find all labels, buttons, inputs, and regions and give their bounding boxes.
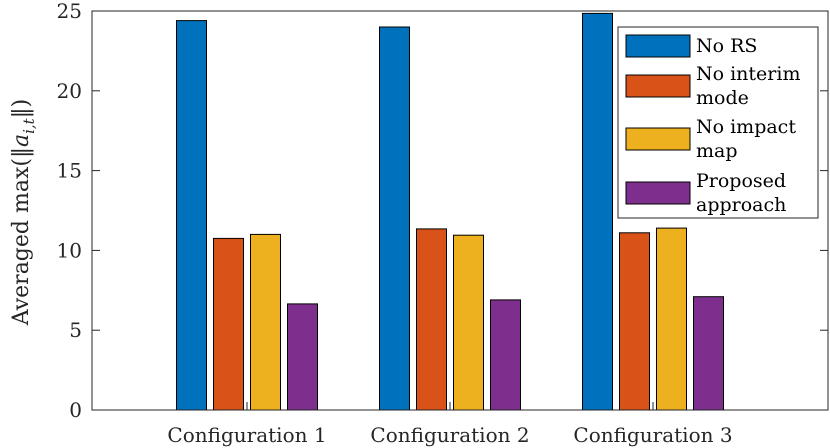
bar-0-2 — [582, 12, 613, 411]
bar-2-2 — [656, 227, 687, 411]
bar-3-2 — [693, 296, 724, 411]
bar-0-1 — [379, 26, 410, 411]
ticks-group: 0 5 10 15 20 25 Configuration 1 Configuration 2… — [57, 0, 828, 447]
x-tick-label-1: Configuration 2 — [370, 423, 529, 447]
bars-group — [176, 12, 724, 411]
legend-label-2-0: No impact — [696, 116, 796, 138]
axes-group — [91, 10, 829, 411]
legend-label-1-1: mode — [696, 87, 749, 109]
y-axis-title: Averaged max(‖ai,t‖) — [9, 99, 38, 327]
y-tick-label-5: 25 — [57, 0, 82, 23]
y-tick-label-4: 20 — [57, 79, 82, 103]
legend-swatch-1 — [625, 74, 691, 98]
y-tick-label-0: 0 — [69, 398, 82, 422]
legend-swatch-2 — [625, 127, 691, 151]
bar-1-2 — [619, 232, 650, 411]
legend-label-0-0: No RS — [696, 35, 757, 57]
bar-1-0 — [213, 237, 244, 411]
bar-2-1 — [453, 234, 484, 411]
legend-label-2-1: map — [696, 140, 738, 162]
axes-box — [91, 10, 829, 411]
bar-3-0 — [287, 303, 318, 411]
bar-3-1 — [490, 299, 521, 411]
legend-label-1-0: No interim — [696, 63, 800, 85]
bar-0-0 — [176, 20, 207, 411]
legend-label-3-0: Proposed — [696, 170, 786, 192]
bar-1-1 — [416, 228, 447, 411]
legend-swatch-0 — [625, 34, 691, 58]
y-tick-label-1: 5 — [69, 318, 82, 342]
y-tick-label-2: 10 — [57, 238, 82, 262]
y-tick-label-3: 15 — [57, 159, 82, 183]
x-tick-label-2: Configuration 3 — [573, 423, 732, 447]
bar-2-0 — [250, 233, 281, 411]
x-tick-label-0: Configuration 1 — [167, 423, 326, 447]
legend-label-3-1: approach — [696, 194, 786, 216]
legend-swatch-3 — [625, 181, 691, 205]
